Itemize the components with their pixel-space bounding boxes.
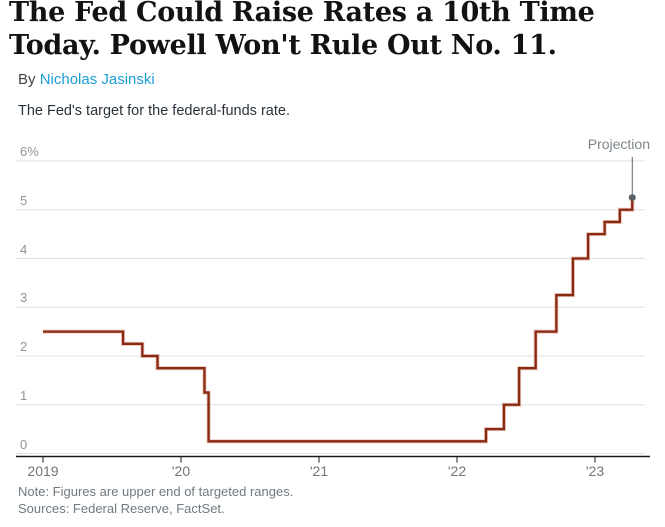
x-axis-label-20: '20 — [171, 463, 191, 479]
chart-note: Note: Figures are upper end of targeted … — [18, 484, 294, 499]
byline-prefix: By — [18, 71, 40, 88]
chart-sources: Sources: Federal Reserve, FactSet. — [18, 501, 225, 516]
y-axis-label-5: 5 — [20, 192, 28, 208]
projection-dot — [628, 194, 636, 202]
y-axis-label-0: 0 — [20, 436, 28, 452]
y-axis-label-1: 1 — [20, 387, 28, 403]
headline-line-1: The Fed Could Raise Rates a 10th Time — [9, 0, 595, 28]
x-axis-label-23: '23 — [585, 463, 605, 479]
headline-line-2: Today. Powell Won't Rule Out No. 11. — [9, 30, 557, 61]
x-axis-label-2019: 2019 — [27, 463, 59, 479]
y-axis-label-6pct: 6% — [20, 144, 39, 159]
y-axis-label-2: 2 — [20, 339, 28, 354]
author-link[interactable]: Nicholas Jasinski — [39, 71, 155, 88]
rate-step-line — [43, 197, 634, 443]
headline: The Fed Could Raise Rates a 10th Time To… — [9, 0, 659, 62]
projection-label: Projection — [587, 136, 650, 152]
byline: By Nicholas Jasinski — [18, 71, 155, 88]
x-axis-label-22: '22 — [447, 463, 467, 479]
chart-description: The Fed's target for the federal-funds r… — [18, 103, 290, 119]
x-axis-label-21: '21 — [309, 463, 329, 479]
y-axis-label-4: 4 — [20, 241, 28, 257]
y-axis-label-3: 3 — [20, 290, 28, 306]
